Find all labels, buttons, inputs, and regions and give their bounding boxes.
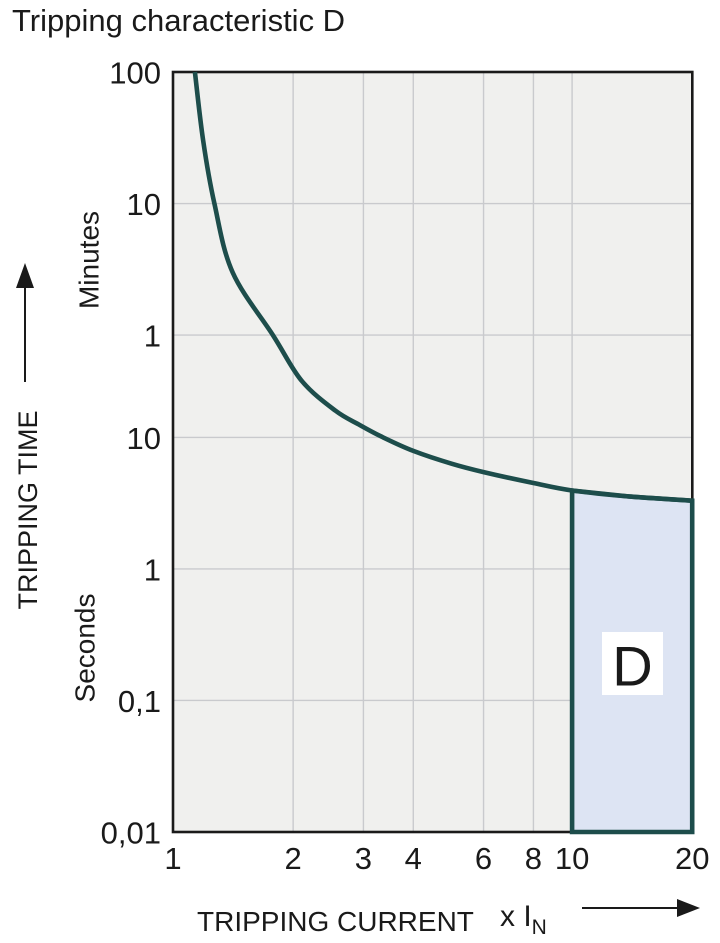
x-tick-label: 3: [355, 841, 372, 876]
region-label-d: D: [612, 635, 652, 698]
y-tick-label: 10: [127, 421, 161, 456]
y-tick-label: 100: [109, 56, 161, 91]
y-unit-minutes-label: Minutes: [74, 211, 105, 309]
chart-title: Tripping characteristic D: [12, 3, 346, 38]
x-tick-label: 1: [164, 841, 181, 876]
y-unit-seconds-label: Seconds: [70, 594, 101, 703]
x-tick-label: 10: [555, 841, 589, 876]
region-label-box: [602, 632, 663, 695]
x-axis-title: TRIPPING CURRENT: [197, 906, 474, 937]
x-tick-label: 6: [475, 841, 492, 876]
y-axis-title: TRIPPING TIME: [13, 410, 43, 609]
right-arrow-head-icon: [677, 899, 700, 917]
y-tick-label: 10: [127, 187, 161, 222]
x-axis-unit-label: x IN: [500, 900, 547, 939]
y-tick-label: 0,01: [101, 816, 161, 851]
y-tick-label: 1: [144, 552, 161, 587]
x-tick-label: 2: [285, 841, 302, 876]
x-tick-label: 4: [405, 841, 422, 876]
y-tick-label: 1: [144, 319, 161, 354]
up-arrow-head-icon: [16, 263, 34, 288]
y-tick-label: 0,1: [118, 684, 161, 719]
x-axis-unit-text: x I: [500, 900, 532, 933]
x-axis-unit-subscript: N: [532, 916, 547, 939]
plot-frame: [171, 70, 694, 834]
x-tick-label: 20: [675, 841, 709, 876]
tripping-curve: [192, 71, 693, 503]
x-tick-label: 8: [525, 841, 542, 876]
